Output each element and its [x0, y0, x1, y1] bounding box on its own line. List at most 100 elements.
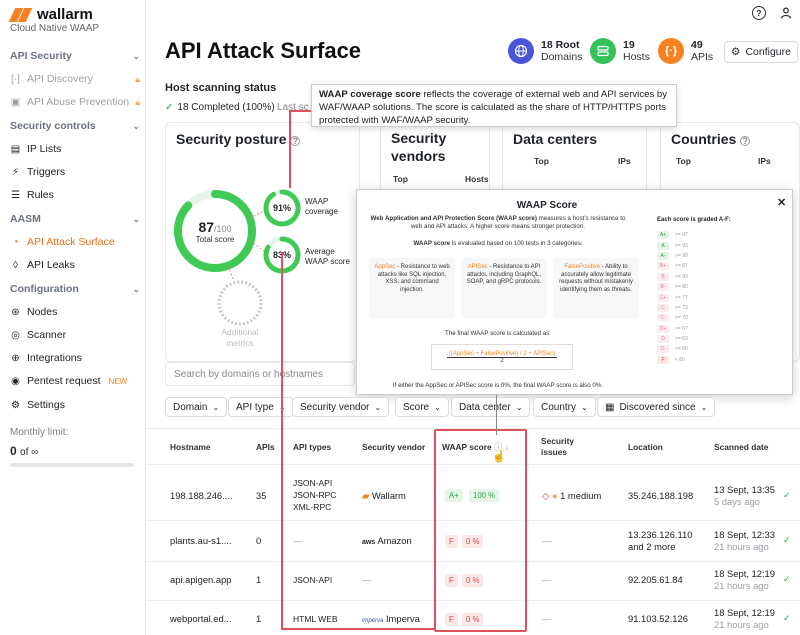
user-icon[interactable] [779, 6, 793, 20]
filter-data-center[interactable]: Data center ⌄ [451, 397, 531, 417]
grade-row: A+ >= 97 [657, 230, 688, 240]
waap-score-modal: WAAP Score ✕ Web Application and API Pro… [356, 189, 793, 395]
filter-score[interactable]: Score ⌄ [395, 397, 449, 417]
grade-range: >= 90 [675, 252, 688, 259]
col-security-issues[interactable]: Security issues [541, 436, 575, 457]
sidebar-item-integrations[interactable]: ⊕ Integrations [11, 352, 82, 364]
grade-row: B+ >= 87 [657, 261, 688, 271]
total-score: 87/100 Total score [195, 219, 235, 244]
search-input[interactable]: Search by domains or hostnames [165, 362, 355, 386]
filter-country[interactable]: Country ⌄ [533, 397, 596, 417]
security-posture-card: Security posture ? 87/100 Total score 91… [165, 122, 360, 362]
sidebar-item-rules[interactable]: ☰ Rules [11, 189, 54, 201]
filter-api-type[interactable]: API type⌄ [228, 397, 294, 417]
cell-vendor: — [362, 574, 372, 585]
chevron-down-icon: ⌄ [132, 120, 140, 131]
triggers-icon: ⚡︎ [11, 166, 20, 178]
filter-domain[interactable]: Domain ⌄ [165, 397, 228, 417]
grade-range: >= 73 [675, 304, 688, 311]
sidebar-item-scanner[interactable]: ◎ Scanner [11, 329, 67, 341]
cell-hostname[interactable]: plants.au-s1.... [170, 535, 232, 546]
new-badge: NEW [108, 376, 128, 386]
sidebar-item-nodes[interactable]: ⊛ Nodes [11, 306, 58, 318]
cell-hostname[interactable]: webportal.ed... [170, 613, 232, 624]
grade-badge: D+ [657, 324, 669, 333]
grade-range: >= 83 [675, 273, 688, 280]
security-posture-title: Security posture ? [176, 131, 301, 147]
nav-section-configuration[interactable]: Configuration ⌄ [10, 283, 140, 295]
sidebar-item-ip-lists[interactable]: ▤ IP Lists [10, 143, 62, 155]
sort-down-icon: ↓ [504, 442, 509, 452]
grade-badge: A [657, 241, 669, 250]
sidebar-item-api-discovery[interactable]: [·] API Discovery 🔒︎ [11, 73, 140, 85]
nodes-icon: ⊛ [11, 306, 20, 318]
close-icon[interactable]: ✕ [777, 197, 787, 209]
col-hostname[interactable]: Hostname [170, 442, 211, 452]
grades-title: Each score is graded A-F: [657, 217, 731, 223]
col-waap-score[interactable]: WAAP score ⓘ ↓ [442, 442, 509, 452]
grade-row: C >= 73 [657, 303, 688, 313]
cell-issues: — [542, 535, 552, 546]
stat-apis[interactable]: {·} 49 APIs [658, 38, 713, 64]
brand-name: wallarm [37, 6, 93, 23]
grade-row: D >= 63 [657, 334, 688, 344]
chevron-down-icon: ⌄ [132, 50, 140, 61]
info-icon[interactable]: ? [740, 136, 751, 146]
nav-section-security-controls[interactable]: Security controls ⌄ [10, 120, 140, 132]
configure-button[interactable]: ⚙︎ Configure [724, 41, 798, 63]
monthly-limit-value: 0 of ∞ [10, 444, 39, 458]
sidebar-item-api-attack-surface[interactable]: ◔ API Attack Surface [10, 233, 140, 251]
attack-surface-icon: ◔ [12, 236, 19, 248]
grade-badge: C+ [657, 293, 669, 302]
nav-section-aasm[interactable]: AASM ⌄ [10, 213, 140, 225]
additional-metrics-label: Additional metrics [221, 327, 259, 348]
wallarm-logo[interactable]: wallarm [8, 6, 93, 23]
filter-security-vendor[interactable]: Security vendor ⌄ [292, 397, 390, 417]
info-icon: ⓘ [493, 442, 503, 452]
nav-section-api-security[interactable]: API Security ⌄ [10, 50, 140, 62]
grade-row: D+ >= 67 [657, 324, 688, 334]
grade-range: >= 70 [675, 315, 688, 322]
grade-badge: C- [657, 314, 669, 323]
grade-row: A >= 93 [657, 240, 688, 250]
stat-hosts[interactable]: 19 Hosts [590, 38, 650, 64]
calendar-icon: ▦ [605, 401, 615, 413]
modal-intro: Web Application and API Protection Score… [370, 215, 626, 230]
gear-icon: ⚙︎ [731, 46, 741, 58]
leaks-icon: ◊ [13, 259, 18, 271]
col-security-vendor[interactable]: Security vendor [362, 442, 426, 452]
grade-range: >= 93 [675, 242, 688, 249]
col-scanned-date[interactable]: Scanned date [714, 442, 769, 452]
score-badge: 100 % [469, 489, 500, 502]
page-title: API Attack Surface [165, 38, 362, 63]
data-centers-title: Data centers [513, 131, 598, 147]
cell-hostname[interactable]: 198.188.246.... [170, 490, 233, 501]
sidebar-item-triggers[interactable]: ⚡︎ Triggers [11, 166, 66, 178]
col-apis[interactable]: APIs [256, 442, 275, 452]
cell-hostname[interactable]: api.apigen.app [170, 574, 232, 585]
sidebar-item-api-leaks[interactable]: ◊ API Leaks [10, 256, 140, 274]
cell-vendor: ▰ Wallarm [362, 490, 406, 501]
scan-status: ✓︎ 18 Completed (100%) [165, 102, 275, 113]
cell-issues[interactable]: ◇ ● 1 medium [542, 490, 602, 501]
filter-discovered-since[interactable]: ▦ Discovered since ⌄ [597, 397, 716, 417]
cell-issues: — [542, 613, 552, 624]
sidebar-item-settings[interactable]: ⚙︎ Settings [11, 399, 65, 411]
pentest-icon: ◉ [11, 375, 20, 387]
sidebar-item-pentest-request[interactable]: ◉ Pentest request NEW [11, 375, 128, 387]
cell-date: 13 Sept, 13:35 5 days ago [714, 484, 775, 507]
col-api-types[interactable]: API types [293, 442, 332, 452]
score-badge: 0 % [462, 574, 484, 587]
col-location[interactable]: Location [628, 442, 663, 452]
help-icon[interactable]: ? [752, 6, 766, 20]
chevron-down-icon: ⌄ [434, 402, 441, 412]
stat-domains-num: 18 Root [541, 39, 580, 51]
grade-range: >= 87 [675, 263, 688, 270]
api-abuse-icon: ▣ [10, 96, 21, 108]
sidebar-item-api-abuse-prevention[interactable]: ▣ API Abuse Prevention 🔒︎ [10, 96, 140, 108]
grade-row: D- >= 60 [657, 344, 688, 354]
modal-final-label: The final WAAP score is calculated as: [445, 330, 551, 337]
stat-domains[interactable]: 18 Root Domains [508, 38, 582, 64]
category-appsec: AppSec - Resistance to web attacks like … [369, 258, 455, 318]
monthly-limit-label: Monthly limit: [10, 427, 69, 438]
